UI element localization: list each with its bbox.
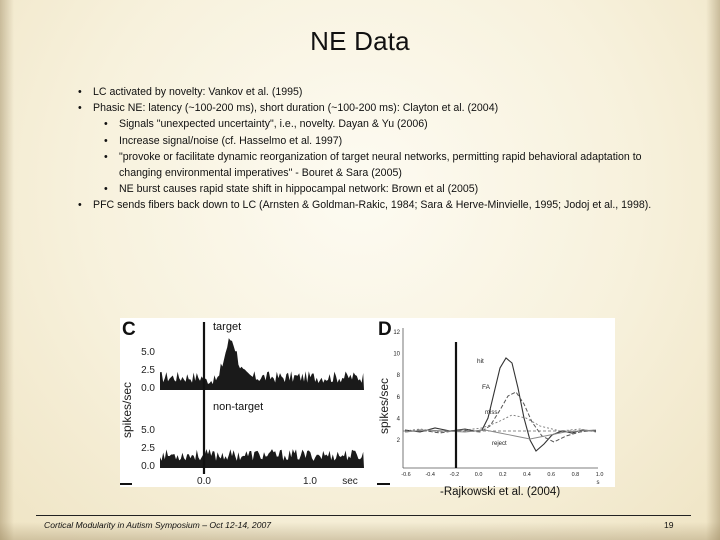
panel-c-label-nontarget: non-target <box>213 401 263 413</box>
figure-citation: -Rajkowski et al. (2004) <box>440 486 561 498</box>
panel-d-background <box>375 318 615 487</box>
panel-d-xticks: -0.6 -0.4 -0.2 0.0 0.2 0.4 0.6 0.8 1.0 <box>401 472 603 478</box>
neural-response-figure: C spikes/sec 5.0 2.5 0.0 5.0 2.5 0.0 tar… <box>120 318 615 487</box>
panel-d-letter: D <box>378 319 392 340</box>
panel-d-ytick: 6 <box>397 395 401 401</box>
panel-c-letter: C <box>122 319 136 340</box>
panel-d-ytick: 10 <box>393 352 400 358</box>
panel-c-ytick: 5.0 <box>141 425 155 436</box>
panel-d-xtick: -0.4 <box>425 472 434 478</box>
footer-divider <box>36 515 691 517</box>
bullet-item: PFC sends fibers back down to LC (Arnste… <box>78 197 668 213</box>
curve-label-miss: miss <box>485 410 497 416</box>
bottom-edge-shadow <box>0 522 720 540</box>
left-edge-shadow <box>0 0 14 540</box>
panel-d-ytick: 4 <box>397 416 401 422</box>
panel-c-ytick: 0.0 <box>141 461 155 472</box>
panel-d-yticks: 12 10 8 6 4 2 <box>393 330 400 444</box>
sub-bullet-item: Increase signal/noise (cf. Hasselmo et a… <box>104 133 668 149</box>
panel-d-ytick: 12 <box>393 330 400 336</box>
panel-d-ylabel: spikes/sec <box>377 378 391 434</box>
bullet-item: LC activated by novelty: Vankov et al. (… <box>78 84 668 100</box>
target-histogram <box>160 338 364 390</box>
panel-c-xtick: 1.0 <box>303 476 317 487</box>
panel-c-ytick: 5.0 <box>141 347 155 358</box>
panel-d-xtick: 0.0 <box>475 472 483 478</box>
panel-d-xtick: 0.8 <box>572 472 580 478</box>
panel-c-xtick: 0.0 <box>197 476 211 487</box>
page-number: 19 <box>664 520 674 530</box>
bullet-item: Phasic NE: latency (~100-200 ms), short … <box>78 100 668 116</box>
panel-d-xtick: 0.4 <box>523 472 531 478</box>
panel-d-xtick: 0.2 <box>499 472 507 478</box>
curve-label-hit: hit <box>477 358 484 365</box>
sub-bullet-item: NE burst causes rapid state shift in hip… <box>104 181 668 197</box>
panel-d-ytick: 8 <box>397 373 401 379</box>
panel-d-xlabel: s <box>597 480 600 486</box>
nontarget-histogram <box>160 449 364 468</box>
sub-bullet-item: Signals "unexpected uncertainty", i.e., … <box>104 116 668 132</box>
curve-label-reject: reject <box>492 441 507 447</box>
curve-label-fa: FA <box>482 384 491 391</box>
panel-c-ylabel: spikes/sec <box>120 382 134 438</box>
footer-text: Cortical Modularity in Autism Symposium … <box>44 520 272 530</box>
panel-d-xtick: 0.6 <box>547 472 555 478</box>
panel-c-label-target: target <box>213 321 241 333</box>
panel-d: D spikes/sec 12 10 8 6 4 2 -0.6 -0.4 -0.2 0.0 0.2… <box>375 318 615 487</box>
reject-curve <box>404 429 597 440</box>
panel-c-xtick: sec <box>342 476 358 487</box>
panel-d-ytick: 2 <box>397 438 401 444</box>
panel-c-ytick: 2.5 <box>141 443 155 454</box>
sub-bullet-item: "provoke or facilitate dynamic reorganiz… <box>104 149 668 181</box>
panel-d-xtick: -0.2 <box>450 472 459 478</box>
panel-c-ytick: 0.0 <box>141 383 155 394</box>
panel-c-ytick: 2.5 <box>141 365 155 376</box>
hit-curve <box>404 357 597 452</box>
slide-title: NE Data <box>310 26 410 56</box>
right-edge-shadow <box>706 0 720 540</box>
panel-c: C spikes/sec 5.0 2.5 0.0 5.0 2.5 0.0 tar… <box>120 319 364 487</box>
panel-d-xtick: -0.6 <box>401 472 410 478</box>
miss-curve <box>404 414 597 433</box>
panel-d-xtick: 1.0 <box>596 472 604 478</box>
bullet-list: LC activated by novelty: Vankov et al. (… <box>78 84 668 214</box>
